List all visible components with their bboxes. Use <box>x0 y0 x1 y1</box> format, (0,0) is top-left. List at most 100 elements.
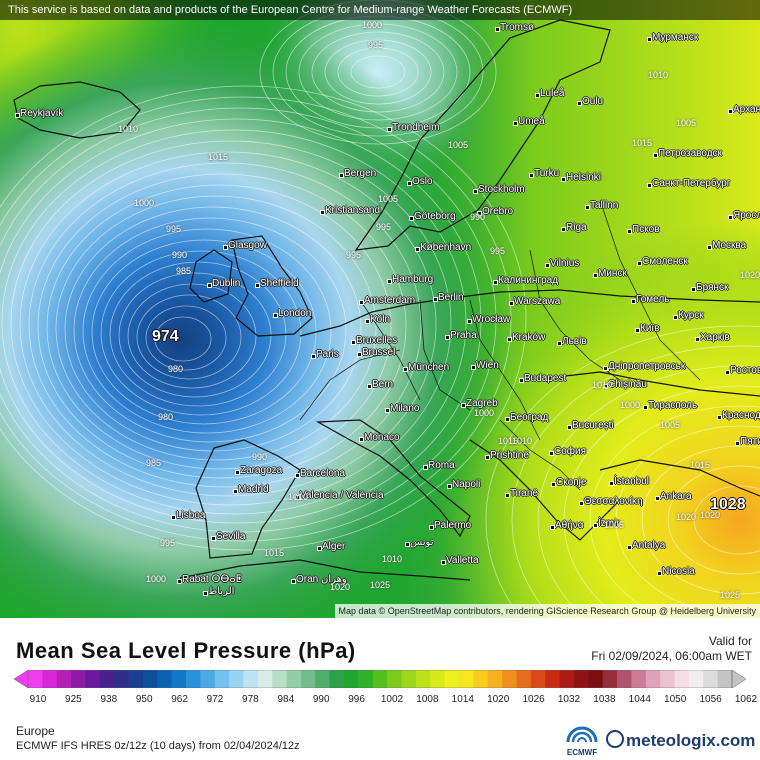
isobar-value-label: 995 <box>376 222 392 232</box>
colorbar-segment <box>114 670 130 688</box>
city-label: Bruxelles <box>350 335 398 346</box>
city-label: Dublin <box>206 278 241 289</box>
isobar-value-label: 1010 <box>512 436 533 446</box>
isobar-value-label: 1020 <box>740 270 760 280</box>
city-label: Минск <box>593 268 627 279</box>
colorbar-tick-label: 1044 <box>628 694 651 705</box>
city-label: Napoli <box>446 479 481 490</box>
colorbar-segment <box>243 670 259 688</box>
city-label: Riga <box>561 222 587 233</box>
city-label: Kraków <box>506 332 546 343</box>
colorbar-segment <box>401 670 417 688</box>
city-label: Мурманск <box>646 32 699 43</box>
isobar-value-label: 1010 <box>382 554 403 564</box>
isobar-value-label: 1010 <box>648 70 669 80</box>
colorbar-tick-label: 1050 <box>664 694 687 705</box>
city-label: Paris <box>311 349 339 360</box>
city-label: Tiranë <box>505 488 538 499</box>
colorbar-segment <box>171 670 187 688</box>
city-label: Reykjavík <box>14 108 64 119</box>
colorbar-segment <box>573 670 589 688</box>
colorbar-tick-label: 984 <box>277 694 295 705</box>
city-label: Köln <box>364 314 391 325</box>
city-label: تونس <box>404 537 434 548</box>
colorbar-tick-label: 1002 <box>380 694 404 705</box>
city-label: Nicosia <box>657 566 695 577</box>
city-label: Göteborg <box>409 211 456 222</box>
isobar-value-label: 990 <box>470 212 486 222</box>
city-label: København <box>414 242 472 253</box>
city-label: Oulu <box>576 96 604 107</box>
colorbar-segment <box>717 670 733 688</box>
city-label: Berlin <box>433 292 464 303</box>
isobar-value-label: 1010 <box>118 124 139 134</box>
city-label: Львів <box>557 336 587 347</box>
city-label: Bergen <box>338 168 377 179</box>
city-label: Chişinău <box>603 379 647 390</box>
isobar-value-label: 980 <box>168 364 184 374</box>
colorbar-segment <box>42 670 58 688</box>
colorbar-tick-label: 925 <box>65 694 82 705</box>
city-label: Київ <box>635 323 660 334</box>
borders <box>299 199 701 491</box>
colorbar-tick-label: 1056 <box>699 694 722 705</box>
city-label: Oran وهران <box>291 574 347 585</box>
city-label: Prishtinë <box>485 450 529 461</box>
isobar-value-label: 995 <box>490 246 506 256</box>
city-label: Sevilla <box>210 531 246 542</box>
city-label: Glasgow <box>223 240 267 251</box>
city-label: Valencia / València <box>295 490 384 501</box>
city-label: الرباط <box>202 586 235 597</box>
map-attribution[interactable]: Map data © OpenStreetMap contributors, r… <box>334 604 760 618</box>
isobar-value-label: 995 <box>166 224 182 234</box>
city-label: Budapest <box>518 373 567 384</box>
ecmwf-disclaimer-banner: This service is based on data and produc… <box>0 0 760 20</box>
city-label: Oslo <box>407 176 433 187</box>
colorbar-tick-label: 1062 <box>734 694 758 705</box>
meteologix-brand[interactable]: meteologix.com <box>606 730 755 751</box>
pressure-map[interactable]: This service is based on data and produc… <box>0 0 760 618</box>
region-label: Europe <box>16 724 55 738</box>
colorbar-segment <box>674 670 690 688</box>
isobar-value-label: 1005 <box>448 140 469 150</box>
city-label: Гомель <box>630 294 670 305</box>
isobar-value-label: 1020 <box>700 510 721 520</box>
city-label: Stockholm <box>473 184 525 195</box>
city-label: București <box>567 420 614 431</box>
colorbar-tick-label: 1026 <box>522 694 545 705</box>
isobar-value-label: 1000 <box>146 574 167 584</box>
colorbar-tick-label: 1020 <box>487 694 510 705</box>
meteologix-globe-icon <box>606 730 624 748</box>
city-label: Брянск <box>690 282 729 293</box>
colorbar-segment <box>516 670 532 688</box>
colorbar-segment <box>85 670 101 688</box>
isobar-value-label: 995 <box>160 538 176 548</box>
colorbar-segment <box>487 670 503 688</box>
isobar-value-label: 1015 <box>498 436 519 446</box>
colorbar-segment <box>272 670 288 688</box>
city-label: Курск <box>673 310 704 321</box>
isobar-value-label: 985 <box>176 266 192 276</box>
coastlines <box>13 19 760 581</box>
colorbar-min-arrow <box>14 670 29 688</box>
colorbar-segment <box>358 670 374 688</box>
colorbar-segment <box>444 670 460 688</box>
city-label: Barcelona <box>294 468 346 479</box>
city-label: Vilnius <box>544 258 580 269</box>
city-label: Madrid <box>233 484 269 495</box>
city-label: Псков <box>627 224 660 235</box>
colorbar-segment <box>703 670 719 688</box>
colorbar-segment <box>300 670 316 688</box>
colorbar-segment <box>459 670 474 688</box>
city-label: Brussel <box>356 347 396 358</box>
city-label: Wien <box>471 360 499 371</box>
city-label: İstanbul <box>608 476 650 487</box>
city-label: Београд <box>504 412 549 423</box>
colorbar-segment <box>99 670 115 688</box>
colorbar-tick-label: 1038 <box>593 694 616 705</box>
isobar-value-label: 1020 <box>330 582 351 592</box>
colorbar-segment <box>286 670 302 688</box>
colorbar-segment <box>142 670 158 688</box>
isobar-value-label: 1000 <box>474 408 495 418</box>
colorbar-segment <box>660 670 676 688</box>
